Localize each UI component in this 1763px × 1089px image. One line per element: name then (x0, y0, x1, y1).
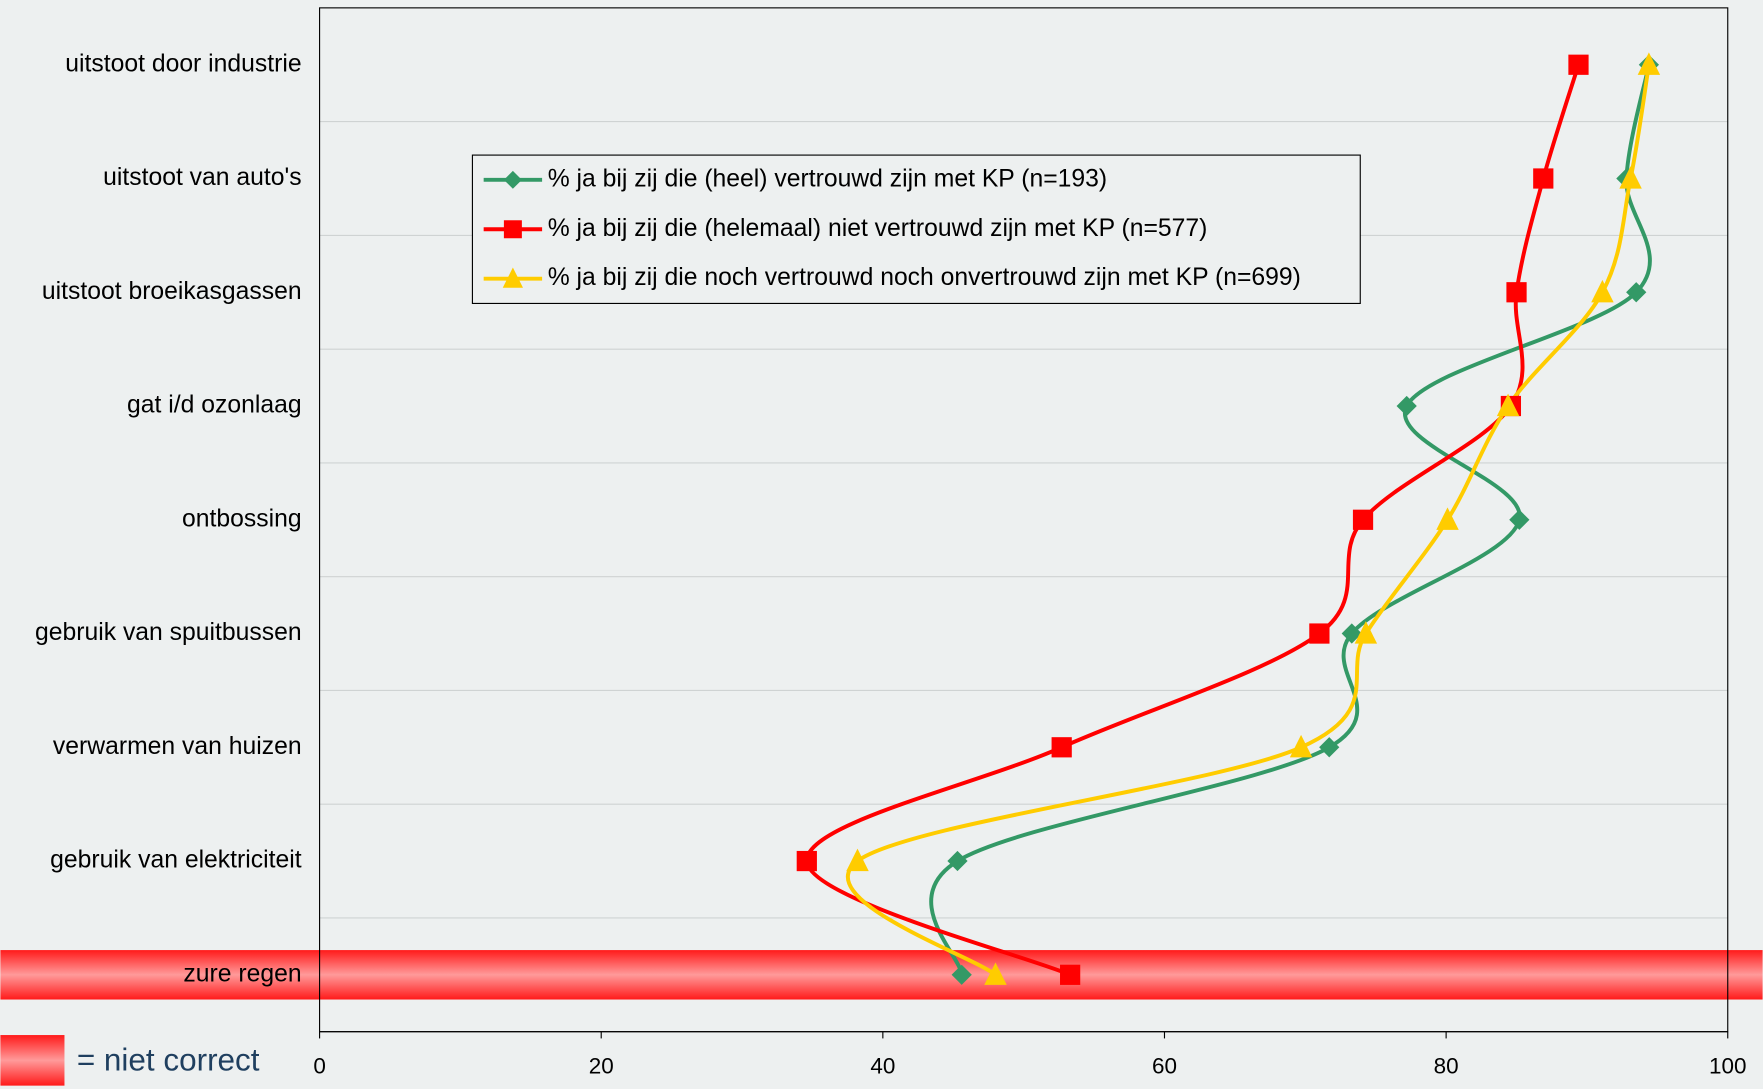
y-tick-label: ontbossing (182, 505, 302, 532)
marker-square (1051, 737, 1072, 758)
marker-triangle (1436, 507, 1459, 530)
y-tick-label: uitstoot door industrie (65, 50, 301, 77)
x-tick-label: 80 (1434, 1054, 1459, 1079)
y-tick-label: gebruik van elektriciteit (50, 847, 302, 874)
marker-square (1506, 282, 1527, 303)
legend-label: % ja bij zij die (heel) vertrouwd zijn m… (548, 165, 1107, 192)
y-tick-label: gebruik van spuitbussen (35, 619, 302, 646)
legend-marker (502, 267, 523, 288)
marker-square (1533, 168, 1554, 189)
x-tick-label: 60 (1152, 1054, 1177, 1079)
marker-triangle (984, 962, 1007, 985)
legend-label: % ja bij zij die (helemaal) niet vertrou… (548, 215, 1208, 242)
y-tick-label: uitstoot broeikasgassen (42, 278, 302, 305)
marker-diamond (1509, 509, 1530, 530)
legend-marker (503, 220, 522, 239)
marker-square (796, 850, 817, 872)
marker-triangle (1289, 734, 1313, 758)
marker-triangle (846, 848, 869, 872)
marker-square (1309, 623, 1330, 644)
y-tick-label: verwarmen van huizen (53, 733, 302, 760)
marker-square (1352, 509, 1374, 530)
marker-triangle (1637, 52, 1661, 75)
x-tick-label: 100 (1709, 1054, 1747, 1079)
highlight-label: = niet correct (77, 1042, 260, 1077)
marker-triangle (1496, 393, 1520, 417)
marker-triangle (1619, 166, 1642, 189)
x-tick-label: 0 (313, 1054, 326, 1079)
y-tick-label: uitstoot van auto's (103, 164, 301, 191)
highlight-band (0, 950, 1763, 1000)
series-line (845, 64, 1651, 977)
y-tick-label: gat i/d ozonlaag (127, 392, 302, 419)
marker-diamond (1626, 282, 1647, 303)
highlight-key (0, 1035, 65, 1086)
x-tick-label: 40 (870, 1054, 895, 1079)
marker-square (1060, 964, 1081, 985)
marker-square (1568, 54, 1589, 75)
marker-triangle (1591, 279, 1614, 303)
legend-label: % ja bij zij die noch vertrouwd noch onv… (548, 264, 1301, 291)
marker-diamond (1319, 737, 1340, 758)
y-tick-label: zure regen (183, 960, 301, 987)
series-line (929, 64, 1652, 976)
legend-marker (503, 170, 522, 189)
legend-box (471, 154, 1361, 304)
marker-diamond (1396, 395, 1417, 417)
marker-triangle (1354, 621, 1378, 644)
x-tick-label: 20 (589, 1054, 614, 1079)
